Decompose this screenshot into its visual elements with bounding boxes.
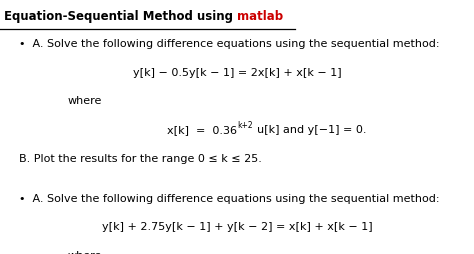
Text: y[k] − 0.5y[k − 1] = 2x[k] + x[k − 1]: y[k] − 0.5y[k − 1] = 2x[k] + x[k − 1]	[133, 67, 341, 77]
Text: where: where	[67, 96, 102, 106]
Text: where: where	[67, 250, 102, 254]
Text: x[k]  =  0.36: x[k] = 0.36	[167, 124, 237, 134]
Text: •  A. Solve the following difference equations using the sequential method:: • A. Solve the following difference equa…	[18, 39, 439, 49]
Text: B. Plot the results for the range 0 ≤ k ≤ 25.: B. Plot the results for the range 0 ≤ k …	[18, 153, 262, 163]
Text: matlab: matlab	[237, 10, 283, 23]
Text: •  A. Solve the following difference equations using the sequential method:: • A. Solve the following difference equa…	[18, 193, 439, 203]
Text: Practical 2: Solving Difference Equation-Sequential Method using: Practical 2: Solving Difference Equation…	[0, 10, 237, 23]
Text: y[k] + 2.75y[k − 1] + y[k − 2] = x[k] + x[k − 1]: y[k] + 2.75y[k − 1] + y[k − 2] = x[k] + …	[102, 221, 372, 232]
Text: k+2: k+2	[237, 121, 253, 130]
Text: u[k] and y[−1] = 0.: u[k] and y[−1] = 0.	[257, 124, 366, 134]
